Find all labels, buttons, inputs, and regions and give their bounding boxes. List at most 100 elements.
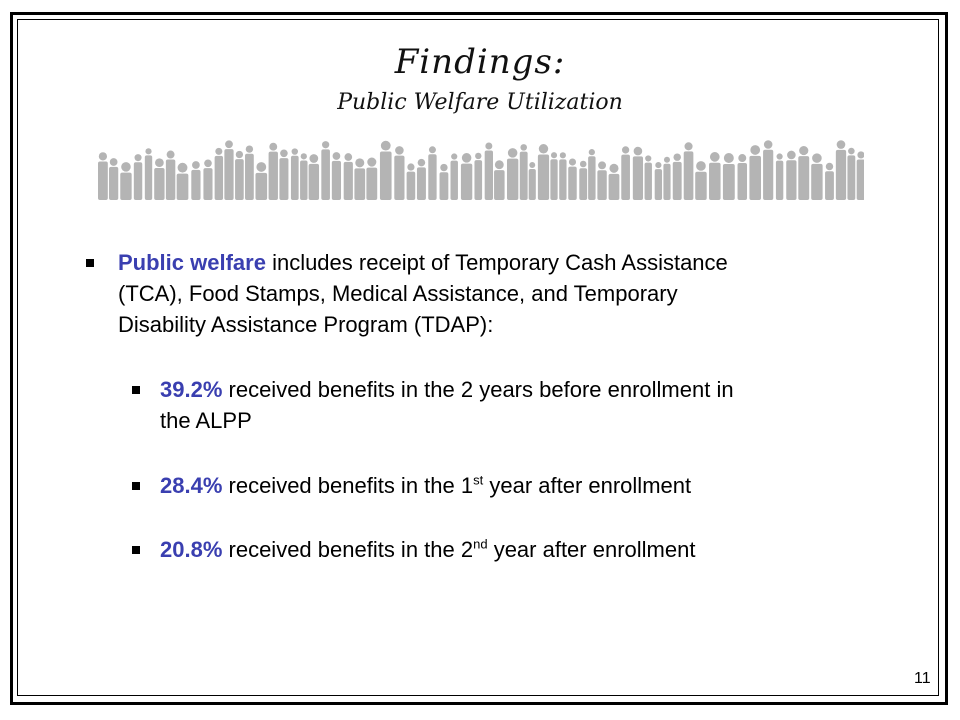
person-silhouette bbox=[343, 153, 353, 200]
person-silhouette bbox=[331, 152, 342, 200]
sub-bullet-marker bbox=[132, 386, 140, 394]
person-silhouette bbox=[484, 142, 494, 200]
person-silhouette bbox=[644, 155, 652, 200]
person-silhouette bbox=[214, 147, 224, 200]
person-silhouette bbox=[568, 158, 577, 200]
person-silhouette bbox=[506, 148, 519, 200]
person-silhouette bbox=[416, 158, 426, 200]
person-silhouette bbox=[109, 158, 119, 200]
public-welfare-term: Public welfare bbox=[118, 250, 266, 275]
person-silhouette bbox=[354, 158, 366, 200]
person-silhouette bbox=[835, 140, 847, 200]
person-silhouette bbox=[683, 142, 694, 200]
person-silhouette bbox=[695, 161, 707, 200]
person-silhouette bbox=[632, 146, 644, 200]
person-silhouette bbox=[588, 149, 596, 200]
person-silhouette bbox=[559, 152, 567, 200]
person-silhouette bbox=[165, 150, 176, 200]
bullet-marker bbox=[86, 259, 94, 267]
crowd-silhouette-banner bbox=[98, 140, 864, 200]
person-silhouette bbox=[798, 145, 810, 200]
slide-subtitle: Public Welfare Utilization bbox=[337, 90, 623, 115]
person-silhouette bbox=[394, 146, 405, 200]
slide-border-inner bbox=[17, 19, 939, 696]
percent-value: 39.2% bbox=[160, 377, 223, 402]
person-silhouette bbox=[379, 140, 392, 200]
person-silhouette bbox=[737, 154, 748, 200]
slide-title: Findings: bbox=[394, 42, 566, 82]
person-silhouette bbox=[308, 154, 320, 200]
sub-bullet-text: received benefits in the 2 bbox=[222, 537, 474, 562]
person-silhouette bbox=[528, 162, 536, 200]
person-silhouette bbox=[786, 150, 797, 200]
person-silhouette bbox=[811, 153, 823, 200]
person-silhouette bbox=[654, 162, 663, 200]
sub-bullet-text-end: year after enrollment bbox=[487, 537, 696, 562]
person-silhouette bbox=[406, 163, 416, 200]
percent-value: 28.4% bbox=[160, 473, 223, 498]
person-silhouette bbox=[98, 152, 108, 200]
sub-bullet-1-line-2: the ALPP bbox=[160, 408, 252, 433]
person-silhouette bbox=[709, 152, 721, 200]
ordinal-suffix: nd bbox=[473, 536, 488, 552]
person-silhouette bbox=[474, 152, 483, 200]
person-silhouette bbox=[154, 158, 165, 200]
person-silhouette bbox=[825, 162, 834, 200]
ordinal-suffix: st bbox=[473, 472, 484, 488]
main-bullet-text: includes receipt of Temporary Cash Assis… bbox=[265, 250, 728, 275]
sub-bullet-text: received benefits in the 2 years before … bbox=[222, 377, 734, 402]
person-silhouette bbox=[366, 157, 378, 200]
sub-bullet-3: 20.8% received benefits in the 2nd year … bbox=[160, 534, 890, 565]
sub-bullet-marker bbox=[132, 546, 140, 554]
person-silhouette bbox=[763, 140, 774, 200]
slide-border-outer bbox=[10, 12, 948, 705]
main-bullet-line-1: Public welfare includes receipt of Tempo… bbox=[118, 247, 878, 278]
person-silhouette bbox=[120, 162, 132, 200]
person-silhouette bbox=[176, 162, 189, 200]
sub-bullet-text-end: year after enrollment bbox=[483, 473, 692, 498]
person-silhouette bbox=[235, 150, 244, 200]
main-bullet-line-3: Disability Assistance Program (TDAP): bbox=[118, 312, 494, 337]
person-silhouette bbox=[255, 162, 268, 200]
person-silhouette bbox=[450, 153, 458, 200]
person-silhouette bbox=[290, 148, 299, 200]
person-silhouette bbox=[749, 145, 761, 200]
person-silhouette bbox=[144, 148, 153, 200]
person-silhouette bbox=[856, 151, 864, 200]
person-silhouette bbox=[663, 156, 671, 200]
sub-bullet-2: 28.4% received benefits in the 1st year … bbox=[160, 470, 890, 501]
person-silhouette bbox=[672, 153, 682, 200]
person-silhouette bbox=[268, 142, 278, 200]
person-silhouette bbox=[722, 152, 735, 200]
person-silhouette bbox=[203, 159, 213, 200]
person-silhouette bbox=[460, 153, 473, 200]
percent-value: 20.8% bbox=[160, 537, 223, 562]
person-silhouette bbox=[847, 147, 856, 200]
person-silhouette bbox=[550, 152, 558, 200]
person-silhouette bbox=[428, 146, 437, 200]
sub-bullet-1: 39.2% received benefits in the 2 years b… bbox=[160, 374, 890, 436]
person-silhouette bbox=[597, 161, 607, 200]
person-silhouette bbox=[775, 153, 784, 200]
person-silhouette bbox=[608, 163, 620, 200]
person-silhouette bbox=[439, 163, 449, 200]
person-silhouette bbox=[300, 153, 308, 200]
main-bullet: Public welfare includes receipt of Tempo… bbox=[118, 247, 878, 340]
person-silhouette bbox=[579, 160, 588, 200]
main-bullet-line-2: (TCA), Food Stamps, Medical Assistance, … bbox=[118, 281, 678, 306]
person-silhouette bbox=[224, 140, 234, 200]
sub-bullet-text: received benefits in the 1 bbox=[222, 473, 474, 498]
person-silhouette bbox=[621, 146, 630, 200]
sub-bullet-marker bbox=[132, 482, 140, 490]
person-silhouette bbox=[191, 161, 201, 200]
person-silhouette bbox=[321, 141, 330, 200]
sub-bullet-1-line-1: 39.2% received benefits in the 2 years b… bbox=[160, 374, 890, 405]
page-number: 11 bbox=[914, 670, 931, 687]
person-silhouette bbox=[494, 160, 505, 200]
person-silhouette bbox=[519, 144, 528, 200]
person-silhouette bbox=[245, 145, 254, 200]
person-silhouette bbox=[279, 149, 289, 200]
person-silhouette bbox=[133, 154, 143, 200]
person-silhouette bbox=[537, 144, 550, 200]
